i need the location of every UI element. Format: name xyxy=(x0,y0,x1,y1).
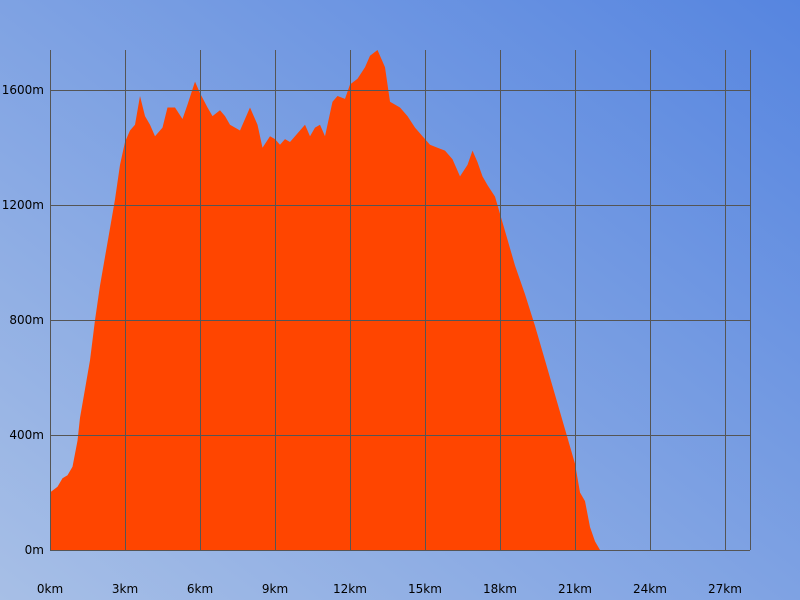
elevation-area xyxy=(50,50,748,550)
x-tick-label: 0km xyxy=(37,582,63,596)
y-tick-label: 800m xyxy=(9,313,44,327)
x-tick-label: 9km xyxy=(262,582,288,596)
x-tick-label: 12km xyxy=(333,582,367,596)
x-axis-ticks: 0km 3km 6km 9km 12km 15km 18km 21km 24km 27km xyxy=(37,582,742,596)
x-tick-label: 24km xyxy=(633,582,667,596)
x-tick-label: 15km xyxy=(408,582,442,596)
x-tick-label: 18km xyxy=(483,582,517,596)
grid-lines xyxy=(50,50,751,551)
x-tick-label: 21km xyxy=(558,582,592,596)
y-tick-label: 0m xyxy=(25,543,44,557)
y-tick-label: 1200m xyxy=(2,198,44,212)
x-tick-label: 3km xyxy=(112,582,138,596)
y-axis-ticks: 0m 400m 800m 1200m 1600m xyxy=(2,83,44,557)
x-tick-label: 6km xyxy=(187,582,213,596)
y-tick-label: 400m xyxy=(9,428,44,442)
y-tick-label: 1600m xyxy=(2,83,44,97)
x-tick-label: 27km xyxy=(708,582,742,596)
